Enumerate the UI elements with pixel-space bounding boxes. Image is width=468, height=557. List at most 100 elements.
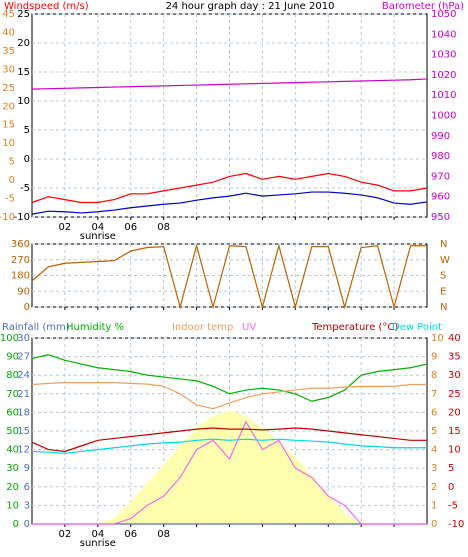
legend-label: UV	[242, 322, 256, 333]
y2-tick-label: 990	[431, 131, 450, 142]
y3-tick-label: 30	[2, 64, 15, 75]
y3-tick-label: 40	[2, 27, 15, 38]
legend-label: Dew Point	[392, 322, 442, 333]
y4-tick-label: 8	[431, 370, 437, 381]
y2-tick-label: -5	[448, 500, 458, 511]
y3-tick-label: 9	[24, 463, 30, 474]
y-tick-label: 270	[11, 255, 30, 266]
series-line	[31, 354, 428, 402]
y2-tick-label: S	[440, 271, 446, 282]
y3-tick-label: 0	[24, 519, 30, 530]
y-tick-label: 50	[6, 426, 19, 437]
y-tick-label: 0	[24, 302, 30, 313]
y-tick-label: 30	[6, 463, 19, 474]
y-tick-label: 0	[24, 154, 30, 165]
y-tick-label: 360	[11, 239, 30, 250]
y-tick-label: 25	[17, 9, 30, 20]
y4-tick-label: 7	[431, 389, 437, 400]
y3-tick-label: 27	[17, 352, 30, 363]
series-line	[31, 172, 428, 204]
x-tick-label: 08	[157, 529, 170, 540]
y3-tick-label: 10	[2, 138, 15, 149]
x-tick-label: 06	[124, 529, 137, 540]
y2-tick-label: 1000	[431, 111, 456, 122]
y-tick-label: -5	[20, 183, 30, 194]
y4-tick-label: 3	[431, 463, 437, 474]
legend-label: Barometer (hPa)	[382, 1, 464, 12]
x-tick-label: 04	[91, 529, 104, 540]
y2-tick-label: N	[440, 302, 447, 313]
y3-tick-label: 35	[2, 46, 15, 57]
y2-tick-label: 1020	[431, 70, 456, 81]
y3-tick-label: 3	[24, 500, 30, 511]
y2-tick-label: 1040	[431, 29, 456, 40]
y-tick-label: 80	[6, 370, 19, 381]
y-tick-label: 90	[17, 286, 30, 297]
y2-tick-label: N	[440, 239, 447, 250]
x-tick-label: 06	[124, 222, 137, 233]
y-tick-label: 10	[6, 500, 19, 511]
y2-tick-label: 960	[431, 192, 450, 203]
y2-tick-label: 970	[431, 171, 450, 182]
y3-tick-label: 5	[9, 157, 15, 168]
chart-title: 24 hour graph day : 21 June 2010	[166, 1, 335, 12]
legend-label: Rainfall (mm)	[2, 322, 70, 333]
y2-tick-label: 35	[448, 352, 461, 363]
y4-tick-label: 9	[431, 352, 437, 363]
annotation: sunrise	[80, 231, 116, 242]
y2-tick-label: 10	[448, 445, 461, 456]
legend-label: Temperature (°C)	[311, 322, 398, 333]
y3-tick-label: 15	[17, 426, 30, 437]
series-line	[31, 78, 428, 90]
y4-tick-label: 0	[431, 519, 437, 530]
y4-tick-label: 5	[431, 426, 437, 437]
y-tick-label: 40	[6, 445, 19, 456]
y-tick-label: 90	[6, 352, 19, 363]
y-tick-label: 20	[6, 482, 19, 493]
y-tick-label: 100	[0, 333, 19, 344]
y4-tick-label: 10	[431, 333, 444, 344]
x-tick-label: 02	[59, 529, 72, 540]
y2-tick-label: 0	[448, 482, 454, 493]
series-line	[31, 243, 427, 310]
y-tick-label: 180	[11, 271, 30, 282]
y2-tick-label: E	[440, 286, 446, 297]
y-tick-label: 20	[17, 38, 30, 49]
y4-tick-label: 4	[431, 445, 437, 456]
y2-tick-label: 980	[431, 151, 450, 162]
y3-tick-label: 6	[24, 482, 30, 493]
x-tick-label: 08	[157, 222, 170, 233]
y2-tick-label: 30	[448, 370, 461, 381]
y-tick-label: 5	[24, 125, 30, 136]
y4-tick-label: 2	[431, 482, 437, 493]
series-line	[31, 191, 428, 215]
y4-tick-label: 1	[431, 500, 437, 511]
y4-tick-label: 6	[431, 407, 437, 418]
legend-label: Windspeed (m/s)	[4, 1, 89, 12]
y3-tick-label: 12	[17, 445, 30, 456]
y3-tick-label: -5	[5, 194, 15, 205]
y-tick-label: 70	[6, 389, 19, 400]
y-tick-label: 0	[13, 519, 19, 530]
y-tick-label: 10	[17, 96, 30, 107]
y2-tick-label: 25	[448, 389, 461, 400]
y2-tick-label: W	[440, 255, 450, 266]
series-line	[31, 438, 427, 454]
x-tick-label: 04	[91, 222, 104, 233]
y-tick-label: -10	[14, 212, 30, 223]
y3-tick-label: 45	[2, 9, 15, 20]
y3-tick-label: 24	[17, 370, 30, 381]
y2-tick-label: 1010	[431, 90, 456, 101]
y-tick-label: 60	[6, 407, 19, 418]
y3-tick-label: 15	[2, 120, 15, 131]
y3-tick-label: 25	[2, 83, 15, 94]
legend-label: Humidity %	[66, 322, 124, 333]
y3-tick-label: 21	[17, 389, 30, 400]
y3-tick-label: 30	[17, 333, 30, 344]
series-line	[31, 382, 427, 410]
series-line	[32, 420, 427, 525]
y2-tick-label: -10	[448, 519, 464, 530]
y2-tick-label: 1050	[431, 9, 456, 20]
y2-tick-label: 1030	[431, 50, 456, 61]
y2-tick-label: 5	[448, 463, 454, 474]
